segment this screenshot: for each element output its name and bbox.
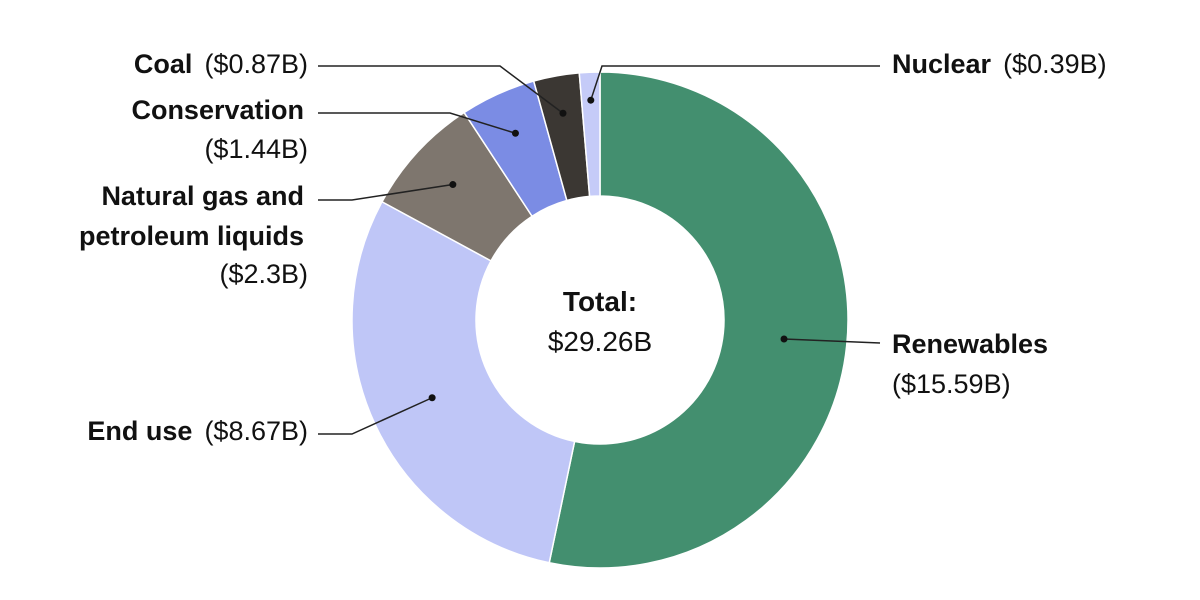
- label-renewables-value: ($15.59B): [892, 369, 1011, 399]
- label-end-use-name: End use: [87, 416, 192, 446]
- label-natural-gas-name-cont: petroleum liquids: [79, 221, 304, 251]
- center-total-value: $29.26B: [548, 326, 652, 357]
- leader-conservation: [318, 112, 516, 134]
- label-coal: Coal ($0.87B): [134, 49, 308, 79]
- leader-coal: [318, 65, 564, 114]
- leader-dot-end-use: [428, 394, 436, 402]
- leader-nuclear: [590, 65, 880, 101]
- label-end-use-value: ($8.67B): [204, 416, 308, 446]
- label-conservation-name: Conservation: [131, 95, 304, 125]
- label-nuclear-value: ($0.39B): [1003, 49, 1107, 79]
- center-total-title: Total:: [563, 286, 637, 317]
- label-natural-gas-value: ($2.3B): [219, 259, 308, 289]
- leader-dot-renewables: [780, 335, 788, 343]
- label-conservation-value: ($1.44B): [204, 134, 308, 164]
- leader-end-use: [318, 397, 433, 435]
- slice-end-use: [351, 200, 576, 564]
- label-nuclear-name: Nuclear: [892, 49, 992, 79]
- leader-dot-coal: [559, 109, 567, 117]
- leader-lines: [318, 65, 881, 435]
- label-coal-name: Coal: [134, 49, 193, 79]
- leader-dot-natural-gas-and-petroleum-liquids: [449, 181, 457, 189]
- slice-renewables: [548, 71, 849, 569]
- donut-slices: [351, 71, 849, 569]
- label-coal-value: ($0.87B): [204, 49, 308, 79]
- leader-renewables: [783, 338, 881, 344]
- label-nuclear: Nuclear ($0.39B): [892, 49, 1107, 79]
- label-conservation: Conservation ($1.44B): [131, 95, 308, 164]
- leader-natural-gas-and-petroleum-liquids: [318, 183, 453, 201]
- label-natural-gas: Natural gas and petroleum liquids ($2.3B…: [79, 181, 308, 289]
- leader-dot-conservation: [511, 129, 519, 137]
- label-renewables: Renewables ($15.59B): [892, 329, 1052, 399]
- leader-dot-nuclear: [587, 96, 595, 104]
- label-natural-gas-name: Natural gas and: [101, 181, 304, 211]
- label-renewables-name: Renewables: [892, 329, 1048, 359]
- label-end-use: End use ($8.67B): [87, 416, 308, 446]
- slice-nuclear: [578, 71, 601, 198]
